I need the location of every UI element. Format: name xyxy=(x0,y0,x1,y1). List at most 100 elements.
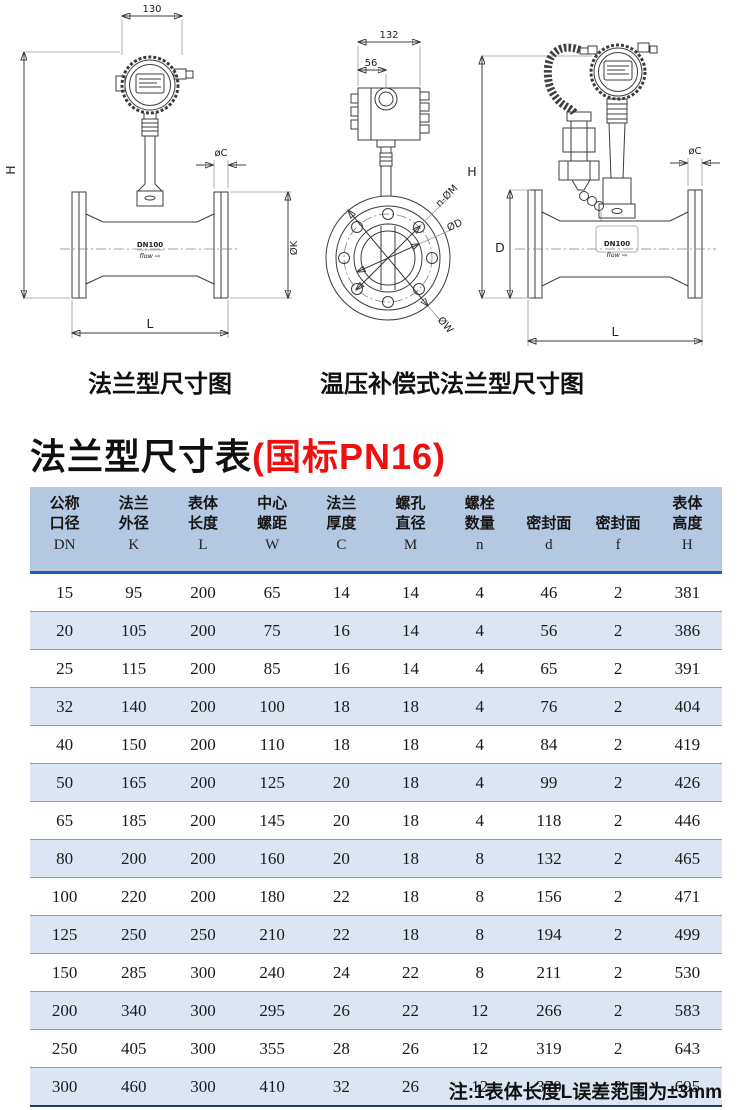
table-cell: 150 xyxy=(51,962,78,982)
table-cell: 140 xyxy=(121,696,147,716)
table-cell: 14 xyxy=(332,582,350,602)
header-row: 公称 口径 DN 法兰 外径 K 表体 长度 L 中心 螺距 W xyxy=(30,487,722,574)
dimension-table: 公称 口径 DN 法兰 外径 K 表体 长度 L 中心 螺距 W xyxy=(30,487,722,1107)
table-cell: 46 xyxy=(540,582,558,602)
table-cell: 240 xyxy=(259,962,285,982)
table-cell: 100 xyxy=(51,886,78,906)
table-row: 150 285 300 240 24 22 8 211 2 530 xyxy=(30,953,722,992)
table-cell: 2 xyxy=(613,924,623,944)
table-cell: 200 xyxy=(190,734,216,754)
table-cell: 2 xyxy=(613,734,623,754)
header-line1 xyxy=(515,494,582,514)
header-line1: 公称 xyxy=(49,495,80,512)
table-cell: 250 xyxy=(51,1038,78,1058)
table-cell: 65 xyxy=(540,658,558,678)
table-cell: 355 xyxy=(259,1038,285,1058)
table-cell: 20 xyxy=(332,772,350,792)
table-cell: 28 xyxy=(332,1038,350,1058)
table-cell: 285 xyxy=(121,962,147,982)
table-cell: 12 xyxy=(471,1038,489,1058)
table-cell: 2 xyxy=(613,810,623,830)
table-cell: 8 xyxy=(475,962,484,982)
table-cell: 2 xyxy=(613,582,623,602)
table-cell: 26 xyxy=(402,1038,420,1058)
column-header-l: 表体 长度 L xyxy=(168,487,238,574)
table-cell: 4 xyxy=(475,582,484,602)
table-cell: 4 xyxy=(475,772,484,792)
table-cell: 118 xyxy=(536,810,562,830)
table-cell: 200 xyxy=(190,848,216,868)
table-cell: 160 xyxy=(259,848,285,868)
table-cell: 2 xyxy=(613,886,623,906)
header-line2: 长度 xyxy=(187,515,218,532)
table-cell: 446 xyxy=(674,810,701,830)
table-cell: 200 xyxy=(190,772,216,792)
table-row: 250 405 300 355 28 26 12 319 2 643 xyxy=(30,1029,722,1068)
table-cell: 18 xyxy=(402,696,420,716)
table-cell: 4 xyxy=(475,620,484,640)
table-cell: 80 xyxy=(56,848,74,868)
table-cell: 295 xyxy=(259,1000,285,1020)
table-cell: 18 xyxy=(402,848,420,868)
table-cell: 22 xyxy=(332,924,350,944)
table-cell: 132 xyxy=(536,848,562,868)
table-cell: 180 xyxy=(259,886,285,906)
column-header-d: 密封面 d xyxy=(514,487,584,574)
caption-flange-type: 法兰型尺寸图 xyxy=(88,371,232,398)
header-line1: 法兰 xyxy=(326,495,357,512)
table-cell: 75 xyxy=(263,620,281,640)
table-cell: 20 xyxy=(56,620,74,640)
header-line2: 厚度 xyxy=(326,515,357,532)
table-cell: 200 xyxy=(190,620,216,640)
table-cell: 56 xyxy=(540,620,558,640)
table-row: 200 340 300 295 26 22 12 266 2 583 xyxy=(30,991,722,1030)
table-cell: 150 xyxy=(121,734,147,754)
table-cell: 643 xyxy=(674,1038,701,1058)
column-header-n: 螺栓 数量 n xyxy=(445,487,515,574)
table-cell: 105 xyxy=(121,620,147,640)
flow-label: flow ⇨ xyxy=(139,252,161,260)
table-cell: 76 xyxy=(540,696,558,716)
table-cell: 2 xyxy=(613,696,623,716)
table-cell: 26 xyxy=(402,1076,420,1096)
table-cell: 200 xyxy=(190,696,216,716)
table-cell: 695 xyxy=(674,1076,701,1096)
flange-face-drawing: 132 56 xyxy=(325,30,465,336)
table-cell: 200 xyxy=(190,886,216,906)
table-row: 65 185 200 145 20 18 4 118 2 446 xyxy=(30,801,722,840)
table-cell: 200 xyxy=(190,582,216,602)
header-line2: 直径 xyxy=(395,515,426,532)
table-cell: 22 xyxy=(402,962,420,982)
flange-type-drawing: 130 xyxy=(3,4,300,338)
table-cell: 145 xyxy=(259,810,285,830)
table-cell: 12 xyxy=(471,1000,489,1020)
table-note: 注:1表体长度L误差范围为±3mm xyxy=(448,1082,722,1103)
table-cell: 319 xyxy=(536,1038,562,1058)
table-cell: 2 xyxy=(613,658,623,678)
table-cell: 8 xyxy=(475,924,484,944)
page-title: 法兰型尺寸表(国标PN16) xyxy=(30,428,446,480)
header-line2: 螺距 xyxy=(257,515,288,532)
table-cell: 20 xyxy=(332,810,350,830)
column-header-f: 密封面 f xyxy=(583,487,653,574)
table-cell: 26 xyxy=(332,1000,350,1020)
table-cell: 16 xyxy=(332,658,350,678)
table-cell: 370 xyxy=(536,1076,562,1096)
flow-label: flow ⇨ xyxy=(606,251,628,259)
header-line2: 密封面 xyxy=(526,515,572,532)
table-cell: 20 xyxy=(332,848,350,868)
dim-oC: øC xyxy=(214,148,227,159)
table-cell: 25 xyxy=(56,658,74,678)
header-line2: 高度 xyxy=(672,515,703,532)
body-label: DN100 xyxy=(604,240,630,248)
table-cell: 200 xyxy=(190,810,216,830)
header-line1: 螺栓 xyxy=(464,495,495,512)
table-cell: 14 xyxy=(402,658,420,678)
table-cell: 410 xyxy=(259,1076,285,1096)
table-cell: 381 xyxy=(674,582,701,602)
table-cell: 404 xyxy=(674,696,701,716)
table-cell: 250 xyxy=(121,924,147,944)
table-cell: 499 xyxy=(674,924,701,944)
table-cell: 4 xyxy=(475,696,484,716)
